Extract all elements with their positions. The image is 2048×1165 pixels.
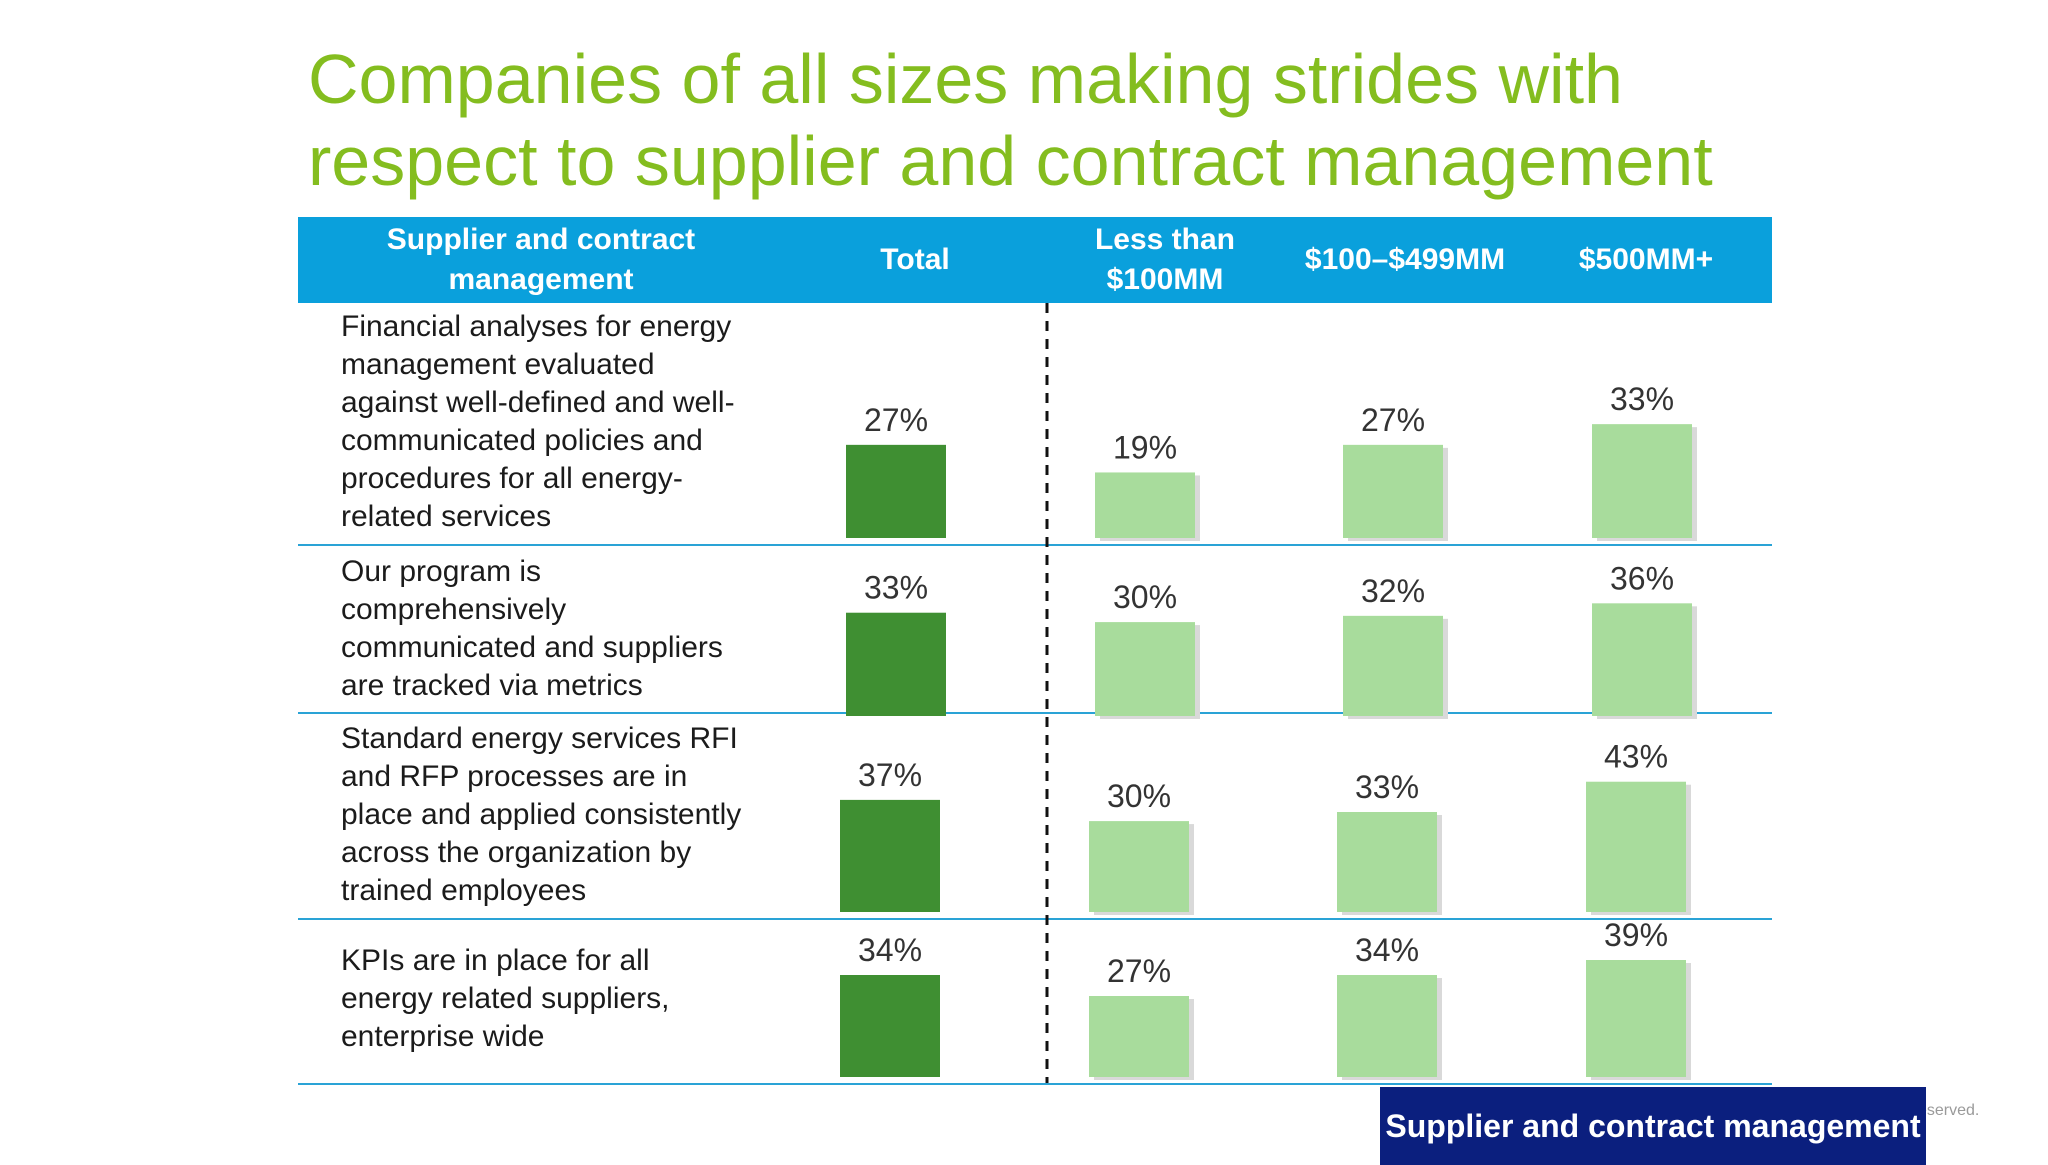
row-label-line: across the organization by [341,836,692,869]
section-footer-label: Supplier and contract management [1380,1087,1926,1165]
value-label: 30% [1113,579,1177,615]
column-header-0: Supplier and contract management [298,217,784,303]
row-divider-4 [298,1083,1772,1085]
row-label-line: Our program is [341,555,542,588]
column-header-text: $100–$499MM [1305,240,1505,280]
row-label-line: enterprise wide [341,1020,545,1053]
bar-row2-segment-2 [1343,615,1443,716]
column-header-line: $100–$499MM [1304,243,1506,276]
bar-row4-segment-2 [1337,975,1437,1077]
row-label-2: Our program is comprehensively communicate… [341,553,801,705]
bar-row2-segment-1 [1095,622,1195,716]
value-label: 27% [1107,953,1171,989]
row-label-4: KPIs are in place for all energy related … [341,942,801,1056]
value-label: 39% [1604,917,1668,953]
row-label-line: place and applied consistently [341,798,742,831]
column-header-line: management [448,263,634,296]
value-label: 19% [1113,429,1177,465]
value-label: 27% [864,402,928,438]
row-label-line: management evaluated [341,348,655,381]
row-divider-3 [298,918,1772,920]
row-label-line: trained employees [341,874,587,907]
bar-row1-segment-2 [1343,444,1443,538]
title-line-2: respect to supplier and contract managem… [308,122,1713,200]
value-label: 37% [858,757,922,793]
column-header-text: Total [880,240,949,280]
column-header-text: Less than $100MM [1095,220,1235,300]
row-label-line: energy related suppliers, [341,982,670,1015]
value-label: 33% [1355,769,1419,805]
bar-row2-segment-3 [1592,603,1692,716]
bar-row1-segment-1 [1095,472,1195,538]
column-header-3: $100–$499MM [1290,217,1520,303]
row-label-line: Financial analyses for energy [341,310,732,343]
bar-row3-segment-2 [1337,812,1437,912]
column-header-line: $100MM [1106,263,1224,296]
row-label-line: Standard energy services RFI [341,722,738,755]
row-label-line: against well-defined and well- [341,386,735,419]
bar-row2-total [846,612,946,716]
column-header-text: Supplier and contract management [387,220,695,300]
row-label-line: related services [341,500,552,533]
value-label: 33% [1610,381,1674,417]
copyright-note: eserved. [1918,1102,1980,1119]
bar-row4-segment-3 [1586,960,1686,1077]
value-label: 30% [1107,778,1171,814]
row-label-line: communicated policies and [341,424,703,457]
row-label-line: and RFP processes are in [341,760,688,793]
value-label: 34% [858,932,922,968]
column-header-4: $500MM+ [1520,217,1772,303]
value-label: 33% [864,570,928,606]
row-label-1: Financial analyses for energy management … [341,308,801,536]
row-label-3: Standard energy services RFI and RFP proc… [341,720,801,910]
row-label-line: procedures for all energy- [341,462,683,495]
row-label-line: communicated and suppliers [341,631,723,664]
column-header-line: Total [880,243,950,276]
bar-row1-segment-3 [1592,424,1692,538]
bar-row3-segment-1 [1089,821,1189,912]
row-divider-1 [298,544,1772,546]
value-label: 27% [1361,402,1425,438]
value-label: 32% [1361,573,1425,609]
row-label-line: are tracked via metrics [341,669,643,702]
row-label-line: comprehensively [341,593,567,626]
value-label: 36% [1610,560,1674,596]
page-title: Companies of all sizes making strides wi… [308,38,2008,202]
column-header-line: Less than [1094,223,1236,256]
table-header: Supplier and contract management Total Less… [298,217,1772,303]
bar-row1-total [846,444,946,538]
bar-row3-total [840,799,940,912]
bar-row4-total [840,975,940,1077]
row-label-line: KPIs are in place for all [341,944,650,977]
column-header-text: $500MM+ [1579,240,1713,280]
value-label: 43% [1604,739,1668,775]
column-header-1: Total [790,217,1040,303]
column-header-line: $500MM+ [1578,243,1714,276]
bar-row4-segment-1 [1089,996,1189,1077]
value-label: 34% [1355,932,1419,968]
title-line-1: Companies of all sizes making strides wi… [308,40,1623,118]
column-header-line: Supplier and contract [386,223,696,256]
bar-row3-segment-3 [1586,781,1686,912]
row-divider-2 [298,712,1772,714]
column-header-2: Less than $100MM [1040,217,1290,303]
